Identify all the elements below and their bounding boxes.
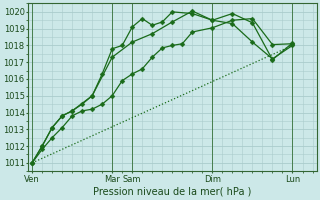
X-axis label: Pression niveau de la mer( hPa ): Pression niveau de la mer( hPa ) <box>93 187 252 197</box>
